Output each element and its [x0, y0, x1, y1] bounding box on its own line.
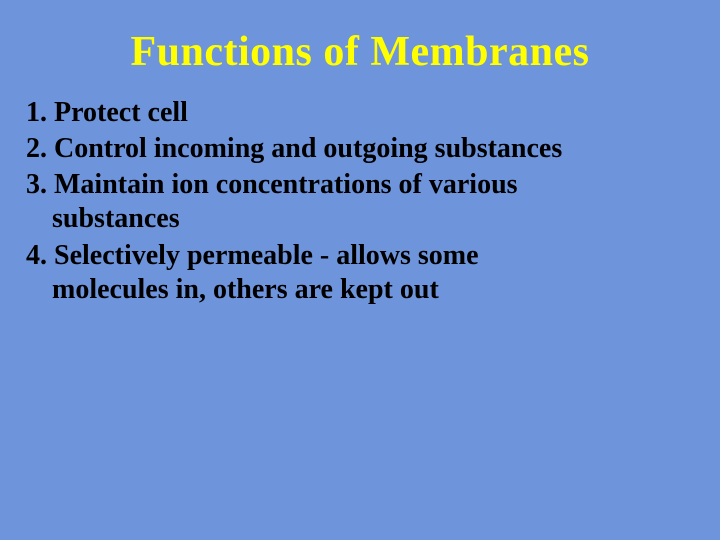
- item-number: 1.: [26, 97, 47, 128]
- list-item: 3. Maintain ion concentrations of variou…: [26, 168, 694, 236]
- item-number: 3.: [26, 169, 47, 200]
- item-text: Selectively permeable - allows some: [54, 240, 479, 271]
- slide-title: Functions of Membranes: [0, 0, 720, 96]
- bullet-list: 1. Protect cell 2. Control incoming and …: [26, 96, 694, 307]
- item-text: Maintain ion concentrations of various: [54, 169, 518, 200]
- slide: Functions of Membranes 1. Protect cell 2…: [0, 0, 720, 540]
- list-item: 2. Control incoming and outgoing substan…: [26, 132, 694, 166]
- slide-body: 1. Protect cell 2. Control incoming and …: [0, 96, 720, 307]
- list-item: 4. Selectively permeable - allows some m…: [26, 239, 694, 307]
- list-item: 1. Protect cell: [26, 96, 694, 130]
- item-text: Control incoming and outgoing substances: [54, 133, 562, 164]
- item-number: 4.: [26, 240, 47, 271]
- item-text-wrap: substances: [26, 202, 694, 236]
- item-number: 2.: [26, 133, 47, 164]
- item-text: Protect cell: [54, 97, 188, 128]
- item-text-wrap: molecules in, others are kept out: [26, 273, 694, 307]
